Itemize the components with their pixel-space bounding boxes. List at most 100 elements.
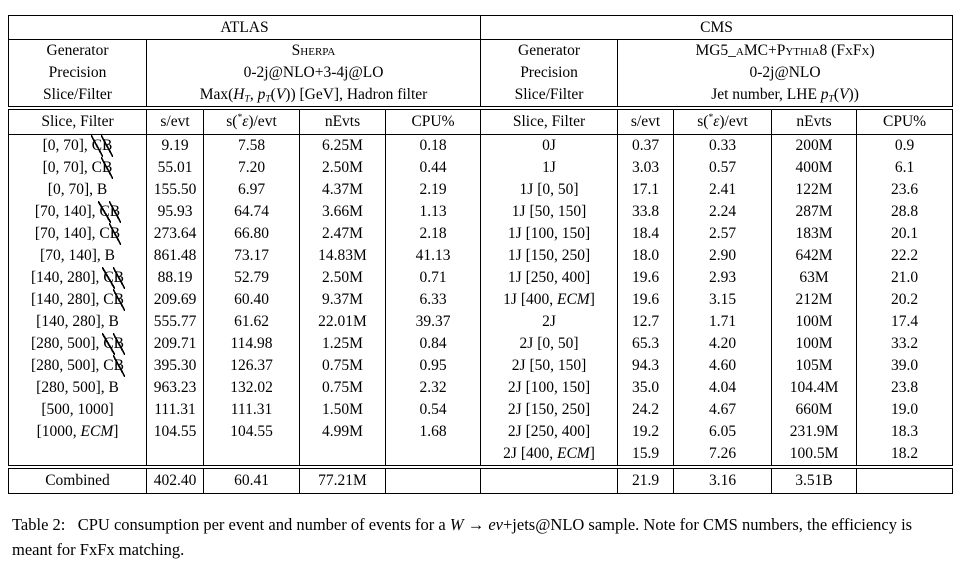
- atlas-value-cell: 395.30: [146, 355, 204, 377]
- cms-slice-cell: 1J [100, 150]: [480, 223, 618, 245]
- atlas-combined-label: Combined: [8, 465, 147, 494]
- atlas-value-cell: 1.68: [384, 421, 481, 443]
- atlas-value-cell: [146, 443, 204, 467]
- atlas-value-cell: 6.97: [203, 179, 300, 201]
- cms-value-cell: 33.8: [617, 201, 674, 223]
- atlas-value-cell: 22.01M: [299, 311, 386, 333]
- atlas-value-cell: 2.19: [384, 179, 481, 201]
- atlas-value-cell: 0.44: [384, 157, 481, 179]
- cms-slice-cell: 1J [0, 50]: [480, 179, 618, 201]
- table-row: [0, 70], B 155.50 6.97 4.37M 2.19 1J [0, 50] 1…: [9, 179, 953, 201]
- table-row: [140, 280], CB 209.69 60.40 9.37M 6.33 1J [40…: [9, 289, 953, 311]
- cms-col-nevts: nEvts: [771, 106, 857, 135]
- cms-combined-s-evt: 21.9: [617, 465, 674, 494]
- cms-value-cell: 0.37: [617, 134, 674, 157]
- atlas-precision-value: 0-2j@NLO+3-4j@LO: [145, 62, 481, 84]
- atlas-value-cell: 88.19: [146, 267, 204, 289]
- table-row: [70, 140], CB 273.64 66.80 2.47M 2.18 1J [100…: [9, 223, 953, 245]
- cms-value-cell: 15.9: [617, 443, 674, 467]
- cms-value-cell: 2.90: [673, 245, 772, 267]
- cms-col-s-eps-evt: s(*ε)/evt: [673, 106, 772, 135]
- cms-value-cell: 4.67: [673, 399, 772, 421]
- table-caption: Table 2: CPU consumption per event and n…: [12, 515, 913, 559]
- atlas-value-cell: 2.18: [384, 223, 481, 245]
- atlas-value-cell: 104.55: [146, 421, 204, 443]
- table-row: [280, 500], CB 209.71 114.98 1.25M 0.84 2J [0…: [9, 333, 953, 355]
- cms-value-cell: 2.57: [673, 223, 772, 245]
- cms-slice-cell: 0J: [480, 134, 618, 157]
- atlas-slice-cell: [140, 280], CB: [9, 289, 147, 311]
- atlas-col-s-evt: s/evt: [146, 106, 204, 135]
- atlas-value-cell: 0.71: [384, 267, 481, 289]
- atlas-value-cell: 0.75M: [299, 377, 386, 399]
- cms-value-cell: 0.9: [856, 134, 953, 157]
- atlas-value-cell: 155.50: [146, 179, 204, 201]
- cms-value-cell: 6.05: [673, 421, 772, 443]
- cms-value-cell: 63M: [771, 267, 857, 289]
- atlas-slice-cell: [0, 70], B: [47, 181, 108, 198]
- cms-slice-value: Jet number, LHE pT(V)): [617, 84, 953, 108]
- atlas-value-cell: 861.48: [146, 245, 204, 267]
- atlas-value-cell: 6.33: [384, 289, 481, 311]
- cms-slice-cell: 1J [150, 250]: [480, 245, 618, 267]
- slice-filter-row: Slice/Filter Max(HT, pT(V)) [GeV], Hadro…: [9, 84, 953, 108]
- cms-value-cell: 2.93: [673, 267, 772, 289]
- cms-precision-value: 0-2j@NLO: [617, 62, 953, 84]
- cms-value-cell: 200M: [771, 134, 857, 157]
- atlas-precision-label: Precision: [48, 64, 107, 81]
- cms-col-s-evt: s/evt: [617, 106, 674, 135]
- atlas-value-cell: 132.02: [203, 377, 300, 399]
- table-row: [140, 280], B 555.77 61.62 22.01M 39.37 2J 12.…: [9, 311, 953, 333]
- cms-combined-cpu: [856, 465, 953, 494]
- cms-slice-cell: 1J: [480, 157, 618, 179]
- atlas-value-cell: 9.19: [146, 134, 204, 157]
- cms-slice-cell: 2J [100, 150]: [480, 377, 618, 399]
- atlas-col-nevts: nEvts: [299, 106, 386, 135]
- cms-value-cell: 3.03: [617, 157, 674, 179]
- table-row: [70, 140], B 861.48 73.17 14.83M 41.13 1J [15…: [9, 245, 953, 267]
- cms-value-cell: 22.2: [856, 245, 953, 267]
- atlas-slice-cell: [0, 70], CB: [9, 135, 147, 157]
- atlas-slice-cell: [70, 140], CB: [9, 201, 147, 223]
- atlas-slice-cell: [280, 500], B: [36, 379, 119, 396]
- table-row: 2J [400, ECM] 15.9 7.26 100.5M 18.2: [9, 443, 953, 467]
- cms-value-cell: 183M: [771, 223, 857, 245]
- table-row: [0, 70], CB 9.19 7.58 6.25M 0.18 0J 0.37 0.33 20…: [9, 134, 953, 157]
- atlas-value-cell: 0.84: [384, 333, 481, 355]
- cms-slice-cell: 2J [50, 150]: [480, 355, 618, 377]
- cms-value-cell: 4.04: [673, 377, 772, 399]
- cms-slice-cell: 2J: [480, 311, 618, 333]
- cms-value-cell: 4.60: [673, 355, 772, 377]
- column-header-row: Slice, Filter s/evt s(*ε)/evt nEvts CPU%…: [8, 106, 953, 135]
- atlas-slice-cell: [1000, ECM]: [36, 423, 119, 440]
- atlas-value-cell: 0.54: [384, 399, 481, 421]
- atlas-value-cell: 73.17: [203, 245, 300, 267]
- atlas-value-cell: 2.50M: [299, 267, 386, 289]
- cms-value-cell: 19.0: [856, 399, 953, 421]
- atlas-value-cell: 0.18: [384, 134, 481, 157]
- atlas-slice-cell: [9, 443, 147, 467]
- atlas-generator-label: Generator: [46, 42, 109, 59]
- atlas-value-cell: 0.95: [384, 355, 481, 377]
- cms-precision-label: Precision: [480, 62, 618, 84]
- atlas-value-cell: 55.01: [146, 157, 204, 179]
- cms-col-slice-filter: Slice, Filter: [480, 106, 618, 135]
- atlas-value-cell: 41.13: [384, 245, 481, 267]
- cms-slice-cell: 2J [250, 400]: [480, 421, 618, 443]
- atlas-slice-value: Max(HT, pT(V)) [GeV], Hadron filter: [145, 84, 481, 108]
- cms-value-cell: 19.6: [617, 289, 674, 311]
- cms-slice-cell: 2J [400, ECM]: [480, 443, 618, 467]
- cms-combined-nevts: 3.51B: [771, 465, 857, 494]
- atlas-value-cell: 14.83M: [299, 245, 386, 267]
- atlas-slice-cell: [70, 140], B: [40, 247, 115, 264]
- atlas-value-cell: 273.64: [146, 223, 204, 245]
- atlas-value-cell: 52.79: [203, 267, 300, 289]
- atlas-combined-s-eps-evt: 60.41: [203, 465, 300, 494]
- atlas-value-cell: 39.37: [384, 311, 481, 333]
- cms-value-cell: 19.2: [617, 421, 674, 443]
- cms-value-cell: 660M: [771, 399, 857, 421]
- cms-value-cell: 23.6: [856, 179, 953, 201]
- cms-value-cell: 0.57: [673, 157, 772, 179]
- atlas-combined-cpu: [384, 465, 481, 494]
- data-rows: [0, 70], CB 9.19 7.58 6.25M 0.18 0J 0.37 0.33 20…: [9, 134, 953, 467]
